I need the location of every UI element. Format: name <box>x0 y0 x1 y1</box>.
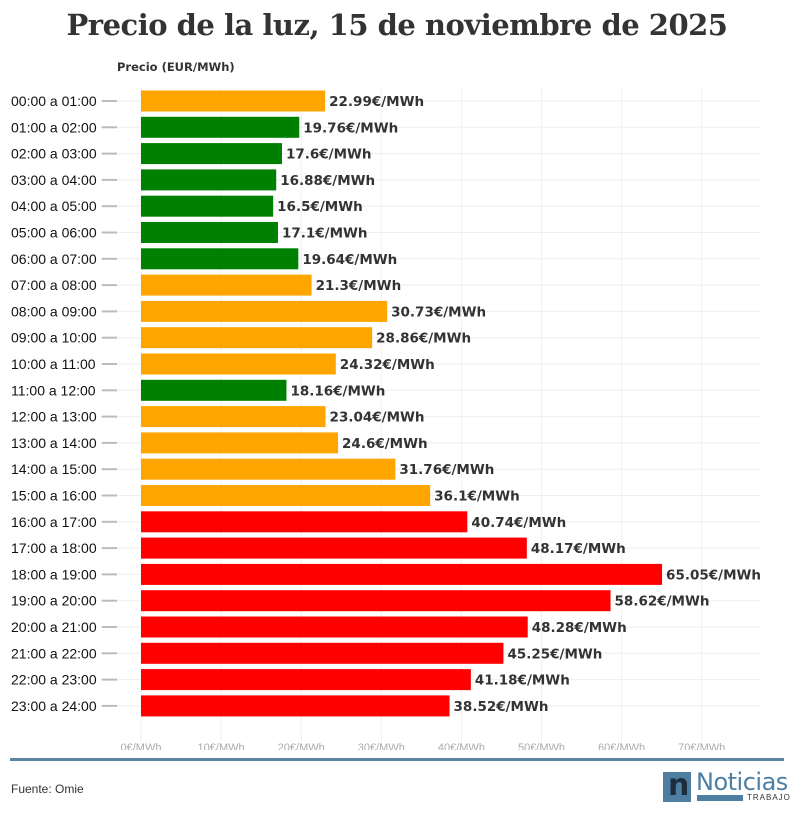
category-label: 10:00 a 11:00 <box>11 356 96 372</box>
logo-word: Noticias <box>696 768 788 796</box>
bar-medium <box>141 90 326 112</box>
value-label: 24.6€/MWh <box>342 436 428 452</box>
value-label: 38.52€/MWh <box>454 699 549 715</box>
footer-divider <box>10 758 784 761</box>
value-label: 30.73€/MWh <box>391 304 486 320</box>
x-tick-label: 0€/MWh <box>121 742 162 750</box>
bar-medium <box>141 353 336 375</box>
category-label: 21:00 a 22:00 <box>11 645 97 661</box>
category-label: 22:00 a 23:00 <box>11 672 97 688</box>
category-label: 17:00 a 18:00 <box>11 540 97 556</box>
x-tick-label: 30€/MWh <box>358 742 405 750</box>
value-label: 17.1€/MWh <box>282 226 368 242</box>
value-label: 21.3€/MWh <box>316 278 402 294</box>
category-label: 06:00 a 07:00 <box>11 251 97 267</box>
value-label: 31.76€/MWh <box>399 462 494 478</box>
bar-low <box>141 116 300 138</box>
bar-low <box>141 143 282 165</box>
logo-mark-icon: n <box>663 768 691 803</box>
value-label: 17.6€/MWh <box>286 147 372 163</box>
chart-title: Precio de la luz, 15 de noviembre de 202… <box>66 8 729 42</box>
value-label: 36.1€/MWh <box>434 489 520 505</box>
value-label: 58.62€/MWh <box>615 594 710 610</box>
category-label: 16:00 a 17:00 <box>11 514 97 530</box>
value-label: 23.04€/MWh <box>330 410 425 426</box>
bar-low <box>141 222 278 243</box>
category-label: 11:00 a 12:00 <box>11 382 96 398</box>
category-label: 05:00 a 06:00 <box>11 225 97 241</box>
source-note: Fuente: Omie <box>11 782 84 796</box>
value-label: 18.16€/MWh <box>290 383 385 399</box>
value-label: 19.76€/MWh <box>303 120 398 136</box>
bar-high <box>141 537 527 559</box>
value-label: 28.86€/MWh <box>376 331 471 347</box>
value-label: 65.05€/MWh <box>666 567 761 583</box>
category-label: 13:00 a 14:00 <box>11 435 97 451</box>
category-label: 20:00 a 21:00 <box>11 619 97 635</box>
x-tick-label: 40€/MWh <box>438 742 485 750</box>
bar-chart: 00:00 a 01:00 22.99€/MWh 01:00 a 02:00 19.7… <box>11 88 761 750</box>
category-label: 08:00 a 09:00 <box>11 303 97 319</box>
bar-medium <box>141 274 312 296</box>
bar-medium <box>141 327 373 349</box>
bar-high <box>141 669 471 691</box>
bar-medium <box>141 406 326 428</box>
bar-low <box>141 248 299 270</box>
bar-high <box>141 616 528 638</box>
category-label: 02:00 a 03:00 <box>11 146 97 162</box>
bar-medium <box>141 300 388 322</box>
category-label: 01:00 a 02:00 <box>11 119 97 135</box>
bar-high <box>141 511 468 533</box>
bar-low <box>141 379 287 401</box>
logo-letter: n <box>668 768 690 803</box>
value-label: 41.18€/MWh <box>475 673 570 689</box>
bar-medium <box>141 432 339 454</box>
bar-low <box>141 195 274 217</box>
bar-high <box>141 563 663 585</box>
value-label: 16.5€/MWh <box>277 199 363 215</box>
bar-low <box>141 169 277 191</box>
category-label: 04:00 a 05:00 <box>11 198 97 214</box>
value-label: 16.88€/MWh <box>280 173 375 189</box>
axis-label: Precio (EUR/MWh) <box>117 60 235 74</box>
x-tick-label: 20€/MWh <box>278 742 325 750</box>
value-label: 48.28€/MWh <box>532 620 627 636</box>
category-label: 12:00 a 13:00 <box>11 409 97 425</box>
bar-medium <box>141 485 431 506</box>
logo-underline <box>697 795 743 801</box>
bar-high <box>141 590 611 612</box>
category-label: 14:00 a 15:00 <box>11 461 97 477</box>
value-label: 40.74€/MWh <box>471 515 566 531</box>
category-label: 07:00 a 08:00 <box>11 277 97 293</box>
category-label: 19:00 a 20:00 <box>11 593 97 609</box>
value-label: 45.25€/MWh <box>507 646 602 662</box>
value-label: 24.32€/MWh <box>340 357 435 373</box>
x-tick-label: 60€/MWh <box>598 742 645 750</box>
x-tick-label: 10€/MWh <box>198 742 245 750</box>
value-label: 22.99€/MWh <box>329 94 424 110</box>
noticias-trabajo-logo: n Noticias TRABAJO <box>663 768 790 804</box>
x-tick-label: 50€/MWh <box>518 742 565 750</box>
bar-high <box>141 695 450 717</box>
value-label: 48.17€/MWh <box>531 541 626 557</box>
bar-medium <box>141 458 396 480</box>
category-label: 09:00 a 10:00 <box>11 330 97 346</box>
logo-subtitle: TRABAJO <box>747 793 791 802</box>
category-label: 03:00 a 04:00 <box>11 172 97 188</box>
bar-high <box>141 642 504 664</box>
category-label: 00:00 a 01:00 <box>11 93 97 109</box>
value-label: 19.64€/MWh <box>302 252 397 268</box>
category-label: 15:00 a 16:00 <box>11 488 97 504</box>
category-label: 18:00 a 19:00 <box>11 566 97 582</box>
category-label: 23:00 a 24:00 <box>11 698 97 714</box>
x-tick-label: 70€/MWh <box>678 742 725 750</box>
